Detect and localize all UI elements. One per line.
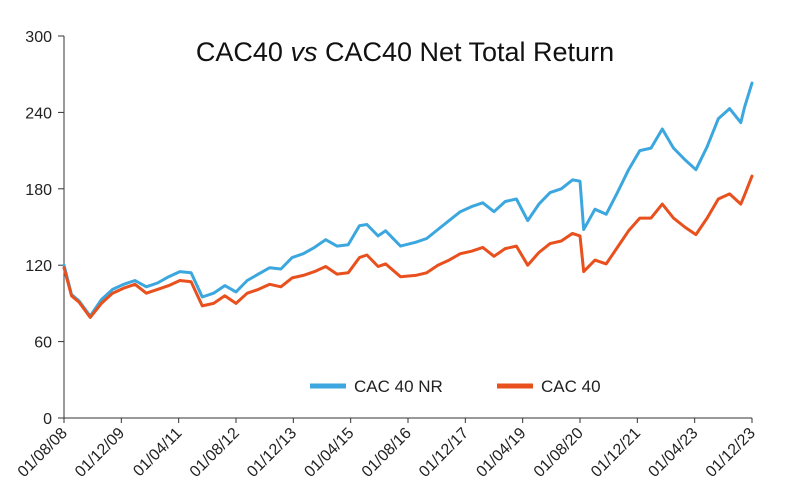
y-tick-label: 120 bbox=[25, 258, 52, 275]
x-tick-label: 01/08/20 bbox=[531, 425, 587, 481]
y-tick-label: 240 bbox=[25, 105, 52, 122]
series-lines bbox=[62, 81, 754, 319]
y-tick-label: 60 bbox=[34, 335, 52, 352]
title-part-3: CAC40 Net Total Return bbox=[317, 37, 614, 67]
x-tick-label: 01/12/21 bbox=[588, 425, 644, 481]
series-line-cac40 bbox=[62, 174, 754, 319]
x-tick-label: 01/04/11 bbox=[130, 425, 185, 480]
legend-label: CAC 40 bbox=[541, 377, 601, 396]
title-part-2: vs bbox=[290, 37, 317, 67]
x-tick-label: 01/04/15 bbox=[301, 425, 357, 481]
x-tick-label: 01/04/19 bbox=[473, 425, 529, 481]
series-line-cac40-nr bbox=[62, 81, 754, 318]
x-tick-label: 01/08/08 bbox=[15, 425, 71, 481]
x-tick-label: 01/12/17 bbox=[416, 425, 472, 481]
x-tick-label: 01/12/13 bbox=[244, 425, 300, 481]
y-tick-label: 300 bbox=[25, 29, 52, 46]
y-tick-label: 180 bbox=[25, 182, 52, 199]
x-tick-label: 01/12/23 bbox=[703, 425, 759, 481]
x-tick-label: 01/04/23 bbox=[645, 425, 701, 481]
legend: CAC 40 NR CAC 40 bbox=[310, 377, 601, 396]
x-tick-label: 01/12/09 bbox=[72, 425, 128, 481]
legend-label: CAC 40 NR bbox=[354, 377, 443, 396]
y-tick-label: 0 bbox=[43, 411, 52, 428]
title-part-1: CAC40 bbox=[196, 37, 291, 67]
x-tick-label: 01/08/12 bbox=[187, 425, 243, 481]
x-tick-label: 01/08/16 bbox=[359, 425, 415, 481]
chart-title: CAC40 vs CAC40 Net Total Return bbox=[196, 37, 614, 67]
